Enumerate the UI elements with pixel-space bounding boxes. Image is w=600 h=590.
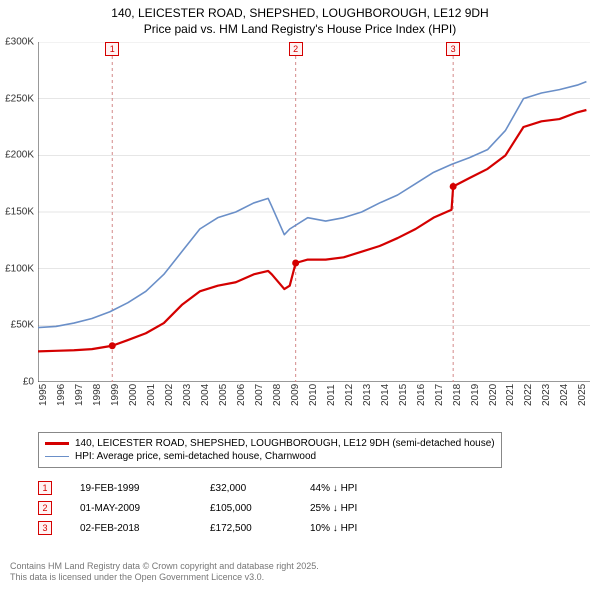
legend-label: HPI: Average price, semi-detached house,… <box>75 451 316 462</box>
sale-diff: 10% ↓ HPI <box>310 523 410 534</box>
x-tick-label: 1997 <box>74 384 85 406</box>
x-tick-label: 2007 <box>254 384 265 406</box>
x-tick-label: 2015 <box>398 384 409 406</box>
sales-table: 1 19-FEB-1999£32,00044% ↓ HPI 2 01-MAY-2009… <box>38 478 410 538</box>
x-tick-label: 2008 <box>272 384 283 406</box>
y-tick-label: £250K <box>5 93 34 104</box>
x-tick-label: 2012 <box>344 384 355 406</box>
sale-marker-box: 2 <box>289 42 303 56</box>
x-tick-label: 2001 <box>146 384 157 406</box>
chart-plot <box>38 42 590 382</box>
y-tick-label: £300K <box>5 37 34 48</box>
x-tick-label: 2002 <box>164 384 175 406</box>
footer: Contains HM Land Registry data © Crown c… <box>10 561 319 584</box>
x-tick-label: 1996 <box>56 384 67 406</box>
x-tick-label: 2016 <box>416 384 427 406</box>
sale-date: 19-FEB-1999 <box>80 483 210 494</box>
x-tick-label: 2000 <box>128 384 139 406</box>
y-tick-label: £0 <box>23 377 34 388</box>
sale-diff: 44% ↓ HPI <box>310 483 410 494</box>
x-tick-label: 1995 <box>38 384 49 406</box>
x-tick-label: 1999 <box>110 384 121 406</box>
footer-line1: Contains HM Land Registry data © Crown c… <box>10 561 319 573</box>
sale-marker-icon: 1 <box>38 481 52 495</box>
sale-row: 1 19-FEB-1999£32,00044% ↓ HPI <box>38 478 410 498</box>
footer-line2: This data is licensed under the Open Gov… <box>10 572 319 584</box>
x-tick-label: 2005 <box>218 384 229 406</box>
title-line2: Price paid vs. HM Land Registry's House … <box>0 22 600 38</box>
sale-price: £172,500 <box>210 523 310 534</box>
x-tick-label: 2014 <box>380 384 391 406</box>
sale-marker-icon: 2 <box>38 501 52 515</box>
x-tick-label: 2024 <box>559 384 570 406</box>
x-axis: 1995 1996 1997 1998 1999 2000 2001 2002 2003 2004… <box>38 384 590 434</box>
sale-marker-icon: 3 <box>38 521 52 535</box>
x-tick-label: 2023 <box>541 384 552 406</box>
y-axis: £0£50K£100K£150K£200K£250K£300K <box>0 42 38 382</box>
x-tick-label: 2020 <box>488 384 499 406</box>
x-tick-label: 2022 <box>523 384 534 406</box>
x-tick-label: 2018 <box>452 384 463 406</box>
x-tick-label: 1998 <box>92 384 103 406</box>
y-tick-label: £50K <box>11 320 34 331</box>
x-tick-label: 2010 <box>308 384 319 406</box>
sale-diff: 25% ↓ HPI <box>310 503 410 514</box>
y-tick-label: £150K <box>5 207 34 218</box>
sale-price: £105,000 <box>210 503 310 514</box>
sale-date: 01-MAY-2009 <box>80 503 210 514</box>
legend-swatch <box>45 442 69 444</box>
x-tick-label: 2006 <box>236 384 247 406</box>
x-tick-label: 2013 <box>362 384 373 406</box>
legend-label: 140, LEICESTER ROAD, SHEPSHED, LOUGHBORO… <box>75 438 495 449</box>
x-tick-label: 2017 <box>434 384 445 406</box>
legend-item: HPI: Average price, semi-detached house,… <box>45 450 495 463</box>
x-tick-label: 2019 <box>470 384 481 406</box>
sale-date: 02-FEB-2018 <box>80 523 210 534</box>
chart-title: 140, LEICESTER ROAD, SHEPSHED, LOUGHBORO… <box>0 0 600 37</box>
legend: 140, LEICESTER ROAD, SHEPSHED, LOUGHBORO… <box>38 432 502 468</box>
x-tick-label: 2003 <box>182 384 193 406</box>
sale-marker-box: 1 <box>105 42 119 56</box>
sale-row: 2 01-MAY-2009£105,00025% ↓ HPI <box>38 498 410 518</box>
y-tick-label: £200K <box>5 150 34 161</box>
sale-row: 3 02-FEB-2018£172,50010% ↓ HPI <box>38 518 410 538</box>
x-tick-label: 2004 <box>200 384 211 406</box>
x-tick-label: 2021 <box>505 384 516 406</box>
legend-swatch <box>45 456 69 458</box>
sale-price: £32,000 <box>210 483 310 494</box>
x-tick-label: 2011 <box>326 384 337 406</box>
chart-area: £0£50K£100K£150K£200K£250K£300K 19951996… <box>38 42 590 382</box>
y-tick-label: £100K <box>5 263 34 274</box>
x-tick-label: 2009 <box>290 384 301 406</box>
title-line1: 140, LEICESTER ROAD, SHEPSHED, LOUGHBORO… <box>0 6 600 22</box>
sale-marker-box: 3 <box>446 42 460 56</box>
legend-item: 140, LEICESTER ROAD, SHEPSHED, LOUGHBORO… <box>45 437 495 450</box>
x-tick-label: 2025 <box>577 384 588 406</box>
